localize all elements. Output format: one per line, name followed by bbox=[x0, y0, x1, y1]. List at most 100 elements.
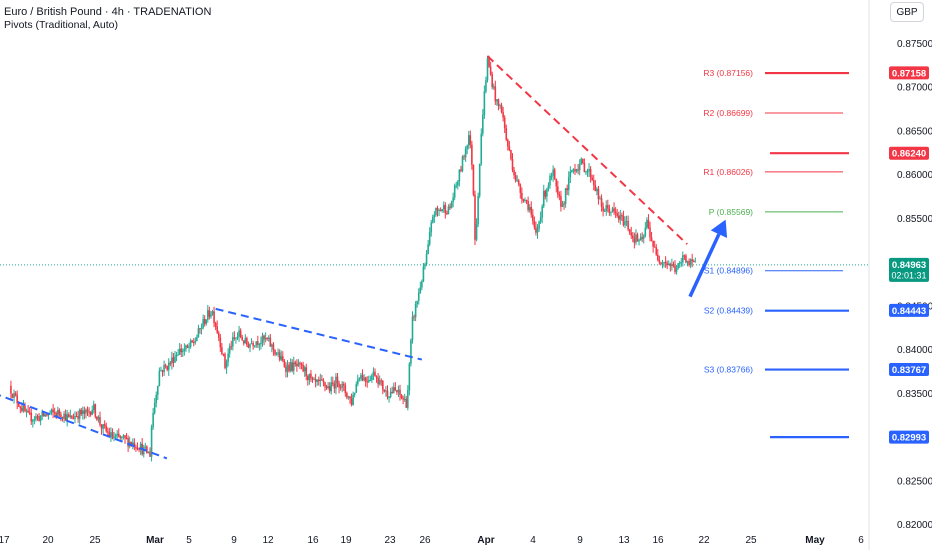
time-tick-label[interactable]: 16 bbox=[652, 535, 664, 546]
price-tick-label[interactable]: 0.82000 bbox=[897, 520, 932, 531]
candle-body bbox=[321, 379, 323, 381]
candle-body bbox=[514, 175, 517, 181]
time-tick-label[interactable]: 9 bbox=[231, 535, 237, 546]
candle-body bbox=[91, 410, 93, 415]
candle-body bbox=[194, 340, 197, 343]
candle-body bbox=[627, 220, 629, 230]
candle-body bbox=[378, 380, 381, 385]
candle-body bbox=[338, 383, 340, 388]
currency-button[interactable]: GBP bbox=[890, 2, 924, 22]
candle-body bbox=[102, 424, 104, 429]
trendline[interactable] bbox=[0, 388, 168, 460]
time-tick-label[interactable]: Mar bbox=[146, 535, 164, 546]
time-tick-label[interactable]: 25 bbox=[745, 535, 757, 546]
pivot-label-r1: R1 (0.86026) bbox=[703, 167, 753, 177]
time-tick-label[interactable]: 12 bbox=[262, 535, 274, 546]
candle-body bbox=[64, 413, 67, 421]
candle-body bbox=[344, 385, 347, 394]
candle-body bbox=[202, 318, 204, 328]
candle-body bbox=[169, 362, 172, 364]
candle-body bbox=[677, 263, 679, 269]
time-tick-label[interactable]: 9 bbox=[577, 535, 583, 546]
time-tick-label[interactable]: 16 bbox=[307, 535, 319, 546]
time-tick-label[interactable]: 19 bbox=[340, 535, 352, 546]
candle-body bbox=[167, 362, 170, 370]
current-price-label[interactable]: 0.84963 bbox=[892, 260, 926, 271]
candle-body bbox=[57, 410, 59, 417]
candle-body bbox=[369, 380, 372, 382]
price-tick-label[interactable]: 0.86500 bbox=[897, 126, 932, 137]
candle-body bbox=[586, 171, 589, 173]
candle-body bbox=[24, 405, 26, 412]
pivot-label-r3: R3 (0.87156) bbox=[703, 68, 753, 78]
candle-body bbox=[517, 180, 520, 185]
symbol-title[interactable]: Euro / British Pound · 4h · TRADENATION bbox=[4, 6, 212, 18]
candle-body bbox=[491, 74, 493, 88]
candle-body bbox=[510, 149, 512, 160]
candle-body bbox=[67, 414, 70, 417]
time-tick-label[interactable]: 17 bbox=[0, 535, 10, 546]
candle-body bbox=[441, 209, 443, 212]
price-tick-label[interactable]: 0.82500 bbox=[897, 476, 932, 487]
candle-body bbox=[191, 340, 193, 342]
candle-body bbox=[246, 338, 248, 345]
time-tick-label[interactable]: 25 bbox=[89, 535, 101, 546]
time-tick-label[interactable]: 20 bbox=[42, 535, 54, 546]
time-tick-label[interactable]: 4 bbox=[530, 535, 536, 546]
price-tick-label[interactable]: 0.87000 bbox=[897, 83, 932, 94]
candle-body bbox=[38, 416, 40, 422]
trendline[interactable] bbox=[486, 55, 688, 245]
time-tick-label[interactable]: Apr bbox=[477, 535, 494, 546]
price-tag-label[interactable]: 0.84443 bbox=[892, 306, 926, 317]
time-tick-label[interactable]: 13 bbox=[618, 535, 630, 546]
price-tick-label[interactable]: 0.87500 bbox=[897, 39, 932, 50]
candle-body bbox=[435, 207, 437, 216]
price-tick-label[interactable]: 0.83500 bbox=[897, 389, 932, 400]
candle-body bbox=[288, 364, 290, 371]
time-tick-label[interactable]: 23 bbox=[384, 535, 396, 546]
candle-body bbox=[261, 335, 264, 343]
price-tick-label[interactable]: 0.86000 bbox=[897, 170, 932, 181]
time-tick-label[interactable]: 22 bbox=[698, 535, 710, 546]
candle-body bbox=[496, 99, 498, 102]
candle-body bbox=[250, 343, 253, 345]
pivot-label-s3: S3 (0.83766) bbox=[704, 365, 753, 375]
candle-body bbox=[264, 338, 267, 340]
time-tick-label[interactable]: 26 bbox=[419, 535, 431, 546]
candle-body bbox=[597, 188, 600, 200]
candle-body bbox=[236, 336, 239, 338]
candle-body bbox=[527, 200, 529, 211]
candle-body bbox=[122, 435, 125, 437]
candle-body bbox=[613, 208, 615, 212]
price-tick-label[interactable]: 0.85500 bbox=[897, 214, 932, 225]
candle-body bbox=[71, 415, 73, 419]
time-tick-label[interactable]: 5 bbox=[186, 535, 192, 546]
price-tag-label[interactable]: 0.83767 bbox=[892, 365, 926, 376]
candle-body bbox=[124, 435, 126, 438]
candle-body bbox=[411, 316, 414, 340]
candle-body bbox=[488, 58, 490, 67]
trendline[interactable] bbox=[215, 307, 423, 361]
candle-body bbox=[177, 354, 179, 356]
price-tag-label[interactable]: 0.87158 bbox=[892, 68, 926, 79]
price-tag-label[interactable]: 0.82993 bbox=[892, 433, 926, 444]
indicator-name[interactable]: Pivots (Traditional, Auto) bbox=[4, 19, 118, 31]
candle-body bbox=[675, 268, 678, 272]
price-tag-label[interactable]: 0.86240 bbox=[892, 149, 926, 160]
candle-body bbox=[422, 266, 425, 282]
bullish-arrow[interactable] bbox=[688, 233, 721, 298]
candle-body bbox=[69, 415, 72, 417]
candles bbox=[10, 55, 697, 462]
candle-body bbox=[111, 432, 114, 439]
time-tick-label[interactable]: 6 bbox=[858, 535, 864, 546]
candle-body bbox=[585, 171, 587, 173]
candle-body bbox=[592, 180, 595, 185]
candle-body bbox=[685, 255, 687, 263]
candle-body bbox=[486, 58, 489, 81]
time-tick-label[interactable]: May bbox=[805, 535, 825, 546]
price-tick-label[interactable]: 0.84000 bbox=[897, 345, 932, 356]
candle-body bbox=[533, 220, 536, 228]
candle-body bbox=[536, 228, 539, 233]
